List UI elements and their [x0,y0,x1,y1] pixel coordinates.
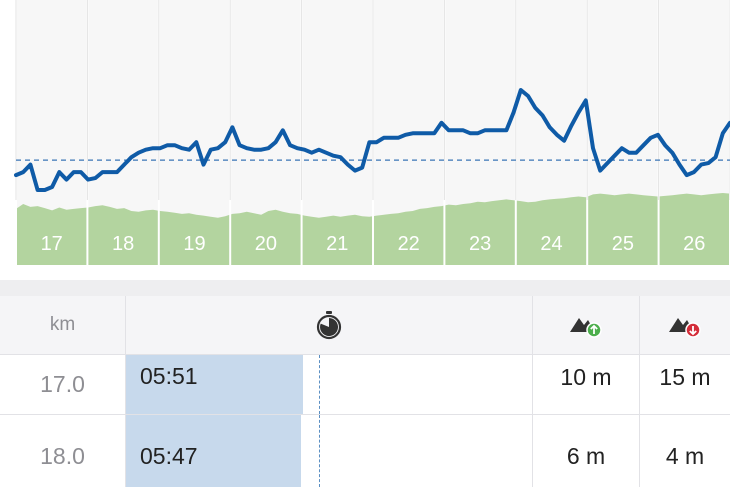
pace-chart-svg: 17 18 19 20 21 22 23 24 25 26 [14,0,730,265]
average-pace-marker [319,355,320,414]
stopwatch-icon [316,311,342,340]
km-tick-label: 20 [255,233,277,255]
row-pace: 05:51 [140,363,198,389]
row-ascent: 6 m [566,442,606,469]
header-pace[interactable] [126,296,532,354]
row-ascent: 10 m [560,363,612,390]
row-km: 17.0 [40,371,85,397]
header-descent[interactable] [640,296,730,354]
header-km-label: km [49,314,76,335]
pace-chart: 17 18 19 20 21 22 23 24 25 26 [14,0,730,265]
km-tick-label: 19 [183,233,205,255]
splits-header: km [0,296,730,355]
row-km: 18.0 [40,442,85,469]
ascent-icon [570,318,602,338]
row-pace: 05:47 [140,443,198,469]
descent-icon [669,318,701,338]
km-tick-label: 18 [112,233,134,255]
km-tick-label: 21 [326,233,348,255]
km-tick-label: 24 [540,233,562,255]
pace-bar [126,415,301,487]
km-tick-label: 22 [398,233,420,255]
row-descent: 15 m [659,363,711,390]
header-ascent[interactable] [533,296,639,354]
pace-line [14,88,730,192]
split-row[interactable]: 18.0 05:47 6 m 4 m [0,415,730,487]
split-row[interactable]: 17.0 05:51 10 m 15 m [0,355,730,415]
average-pace-marker [319,415,320,487]
row-descent: 4 m [665,442,705,469]
km-tick-label: 25 [612,233,634,255]
pace-bar [126,355,303,414]
km-tick-label: 17 [41,233,63,255]
km-tick-label: 23 [469,233,491,255]
km-tick-label: 26 [683,233,705,255]
splits-table: km 17.0 [0,296,730,487]
header-km[interactable]: km [0,296,125,354]
section-separator [0,280,730,296]
